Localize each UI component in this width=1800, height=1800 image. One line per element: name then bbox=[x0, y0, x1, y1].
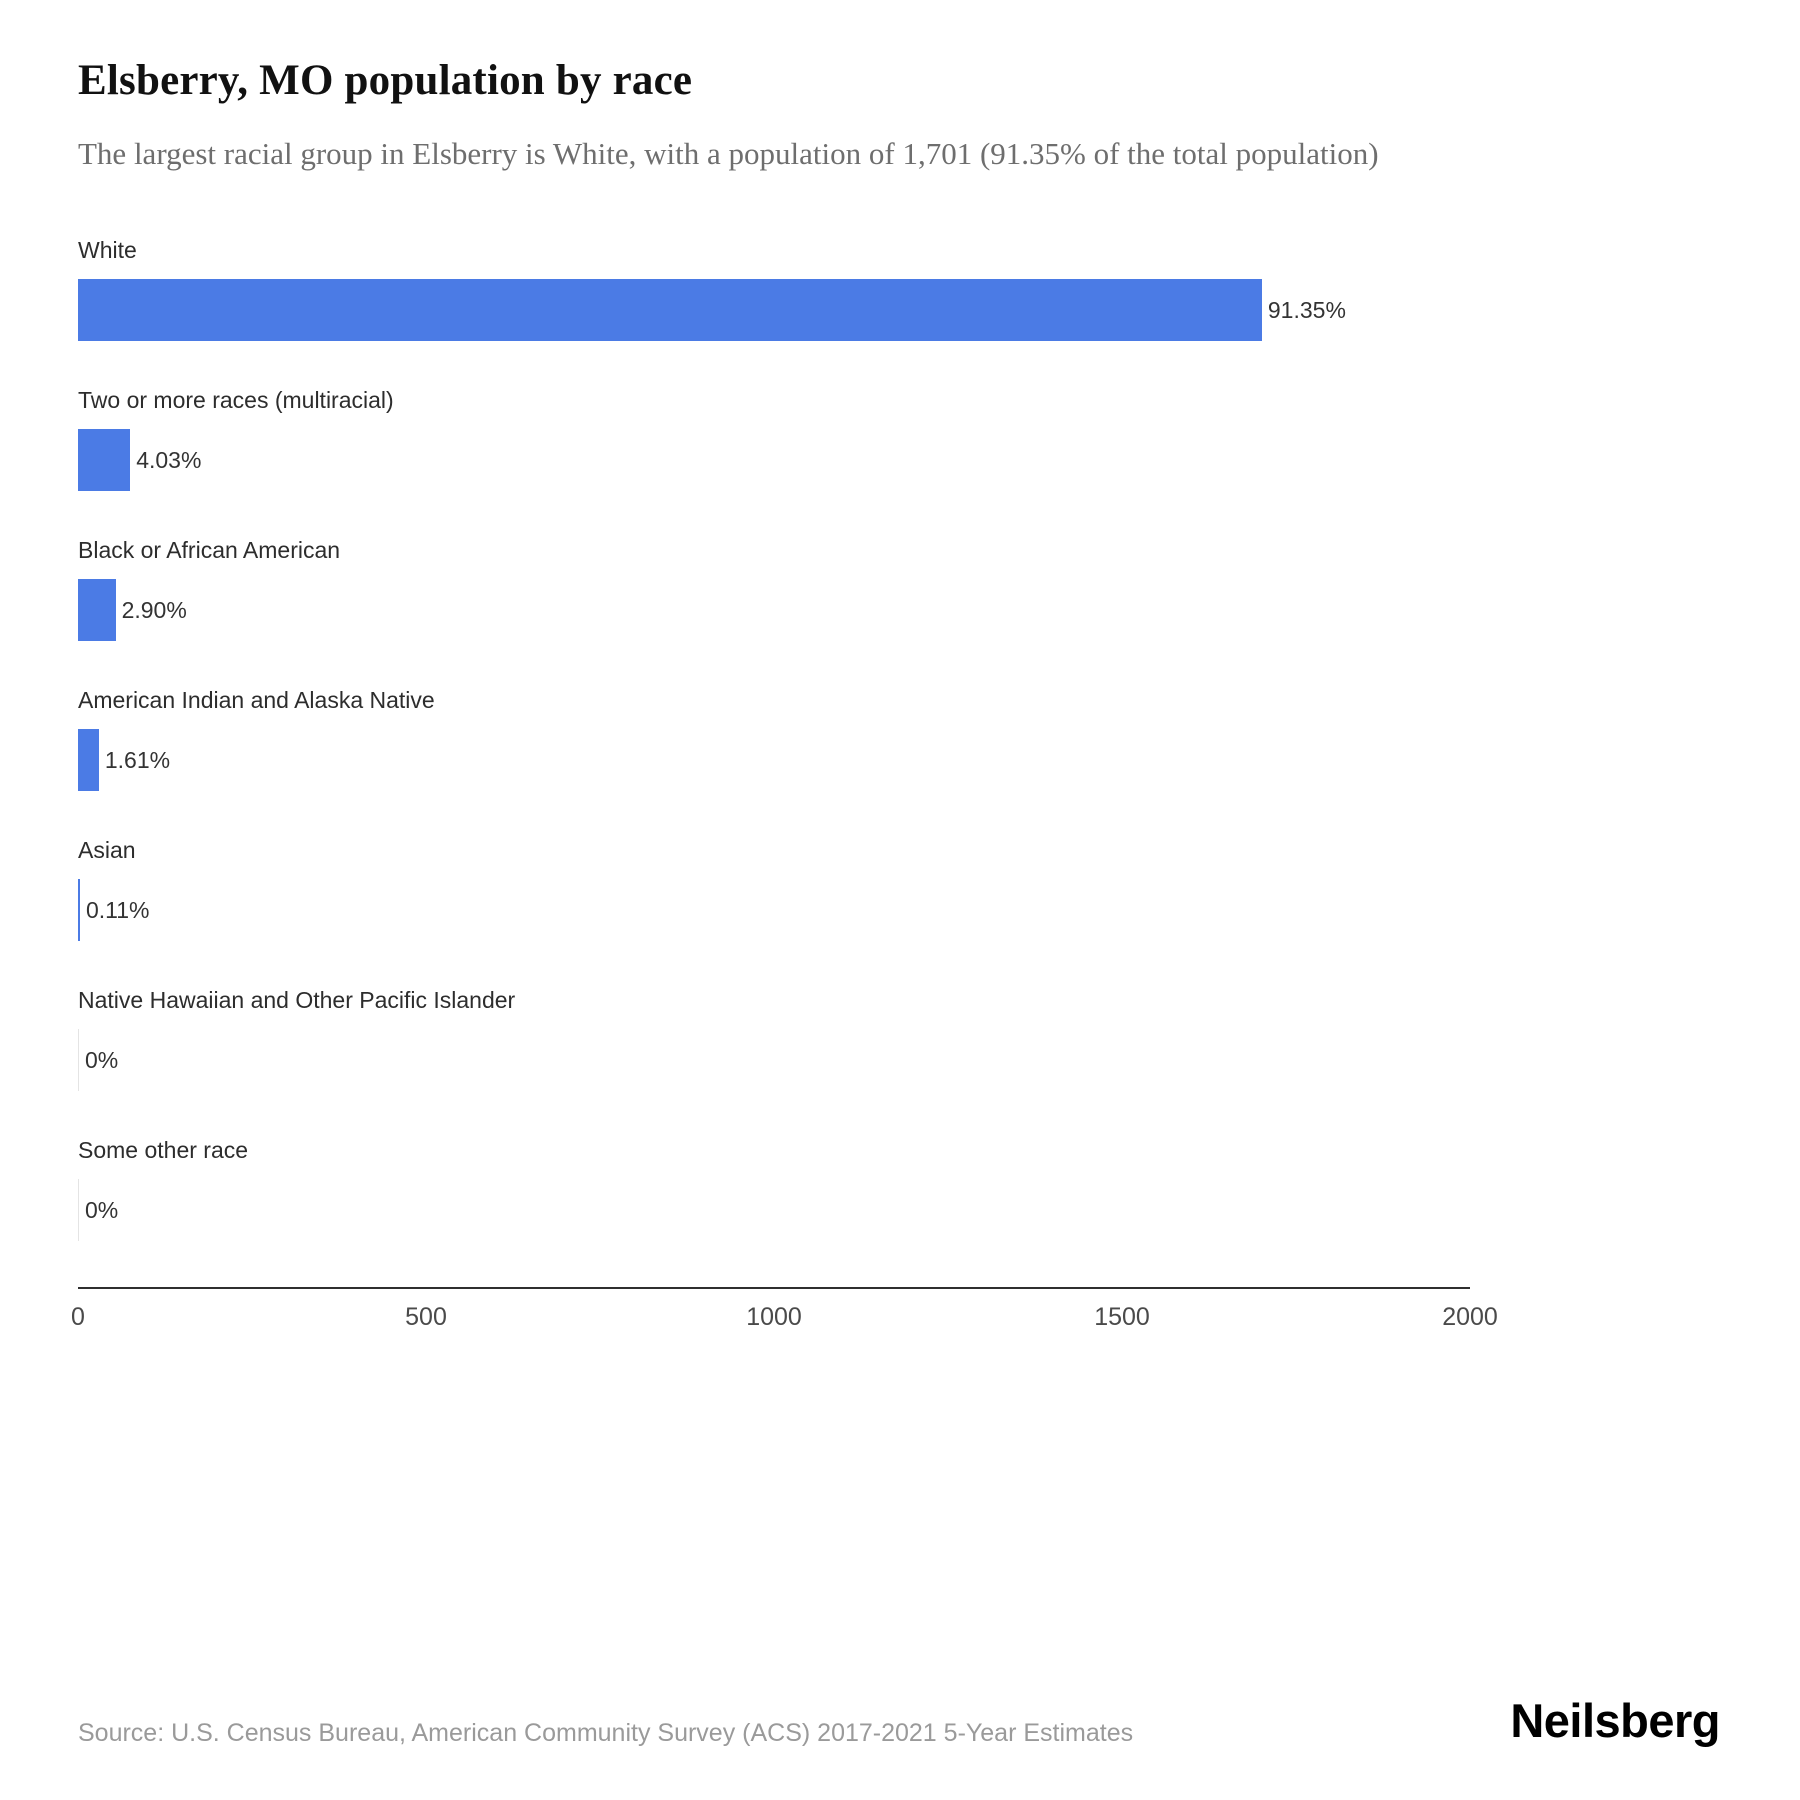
bar bbox=[78, 729, 99, 792]
bar-row: White 91.35% bbox=[78, 237, 1470, 342]
bar-category-label: Asian bbox=[78, 837, 136, 864]
page-title: Elsberry, MO population by race bbox=[78, 57, 693, 104]
bar bbox=[78, 579, 116, 642]
bar-value-label: 4.03% bbox=[136, 446, 202, 473]
bar bbox=[78, 1179, 79, 1242]
bar-track: 91.35% bbox=[78, 279, 1470, 342]
bar-value-label: 2.90% bbox=[121, 596, 187, 623]
x-axis-tick-label: 0 bbox=[71, 1303, 85, 1332]
x-axis-tick-label: 500 bbox=[405, 1303, 447, 1332]
bar-category-label: American Indian and Alaska Native bbox=[78, 687, 435, 714]
bar-track: 4.03% bbox=[78, 429, 1470, 492]
bar-value-label: 0% bbox=[85, 1196, 119, 1223]
chart-subtitle: The largest racial group in Elsberry is … bbox=[78, 136, 1379, 171]
neilsberg-logo: Neilsberg bbox=[1510, 1694, 1720, 1747]
bar-row: Two or more races (multiracial) 4.03% bbox=[78, 387, 1470, 492]
bar-category-label: Two or more races (multiracial) bbox=[78, 387, 394, 414]
footer: Source: U.S. Census Bureau, American Com… bbox=[78, 1693, 1720, 1748]
bar-row: Asian 0.11% bbox=[78, 837, 1470, 942]
bar-row: American Indian and Alaska Native 1.61% bbox=[78, 687, 1470, 792]
bar-row: Black or African American 2.90% bbox=[78, 537, 1470, 642]
bar-track: 2.90% bbox=[78, 579, 1470, 642]
bar-track: 0.11% bbox=[78, 879, 1470, 942]
bar-row: Native Hawaiian and Other Pacific Island… bbox=[78, 987, 1470, 1092]
source-note: Source: U.S. Census Bureau, American Com… bbox=[78, 1719, 1134, 1747]
bar bbox=[78, 429, 131, 492]
bar-category-label: Black or African American bbox=[78, 537, 341, 564]
bar-category-label: Native Hawaiian and Other Pacific Island… bbox=[78, 987, 516, 1014]
bar-track: 0% bbox=[78, 1179, 1470, 1242]
x-axis-tick-label: 2000 bbox=[1442, 1303, 1498, 1332]
bar-category-label: Some other race bbox=[78, 1137, 249, 1164]
x-axis-tick-label: 1000 bbox=[746, 1303, 802, 1332]
bar-value-label: 91.35% bbox=[1267, 296, 1346, 323]
bar-track: 0% bbox=[78, 1029, 1470, 1092]
bar bbox=[78, 1029, 79, 1092]
bar bbox=[78, 279, 1262, 342]
bar-row: Some other race 0% bbox=[78, 1137, 1470, 1242]
bar bbox=[78, 879, 80, 942]
x-axis-tick-label: 1500 bbox=[1094, 1303, 1150, 1332]
bar-value-label: 0% bbox=[85, 1046, 119, 1073]
bar-track: 1.61% bbox=[78, 729, 1470, 792]
bar-category-label: White bbox=[78, 237, 137, 264]
x-axis-line bbox=[78, 1287, 1470, 1290]
bar-rows: White 91.35% Two or more races (multiracia… bbox=[78, 237, 1470, 1242]
x-axis-ticks: 0 500 1000 1500 2000 bbox=[71, 1303, 1498, 1345]
population-bar-chart: White 91.35% Two or more races (multiracia… bbox=[71, 237, 1498, 1345]
bar-value-label: 1.61% bbox=[104, 746, 171, 773]
bar-value-label: 0.11% bbox=[86, 896, 150, 923]
